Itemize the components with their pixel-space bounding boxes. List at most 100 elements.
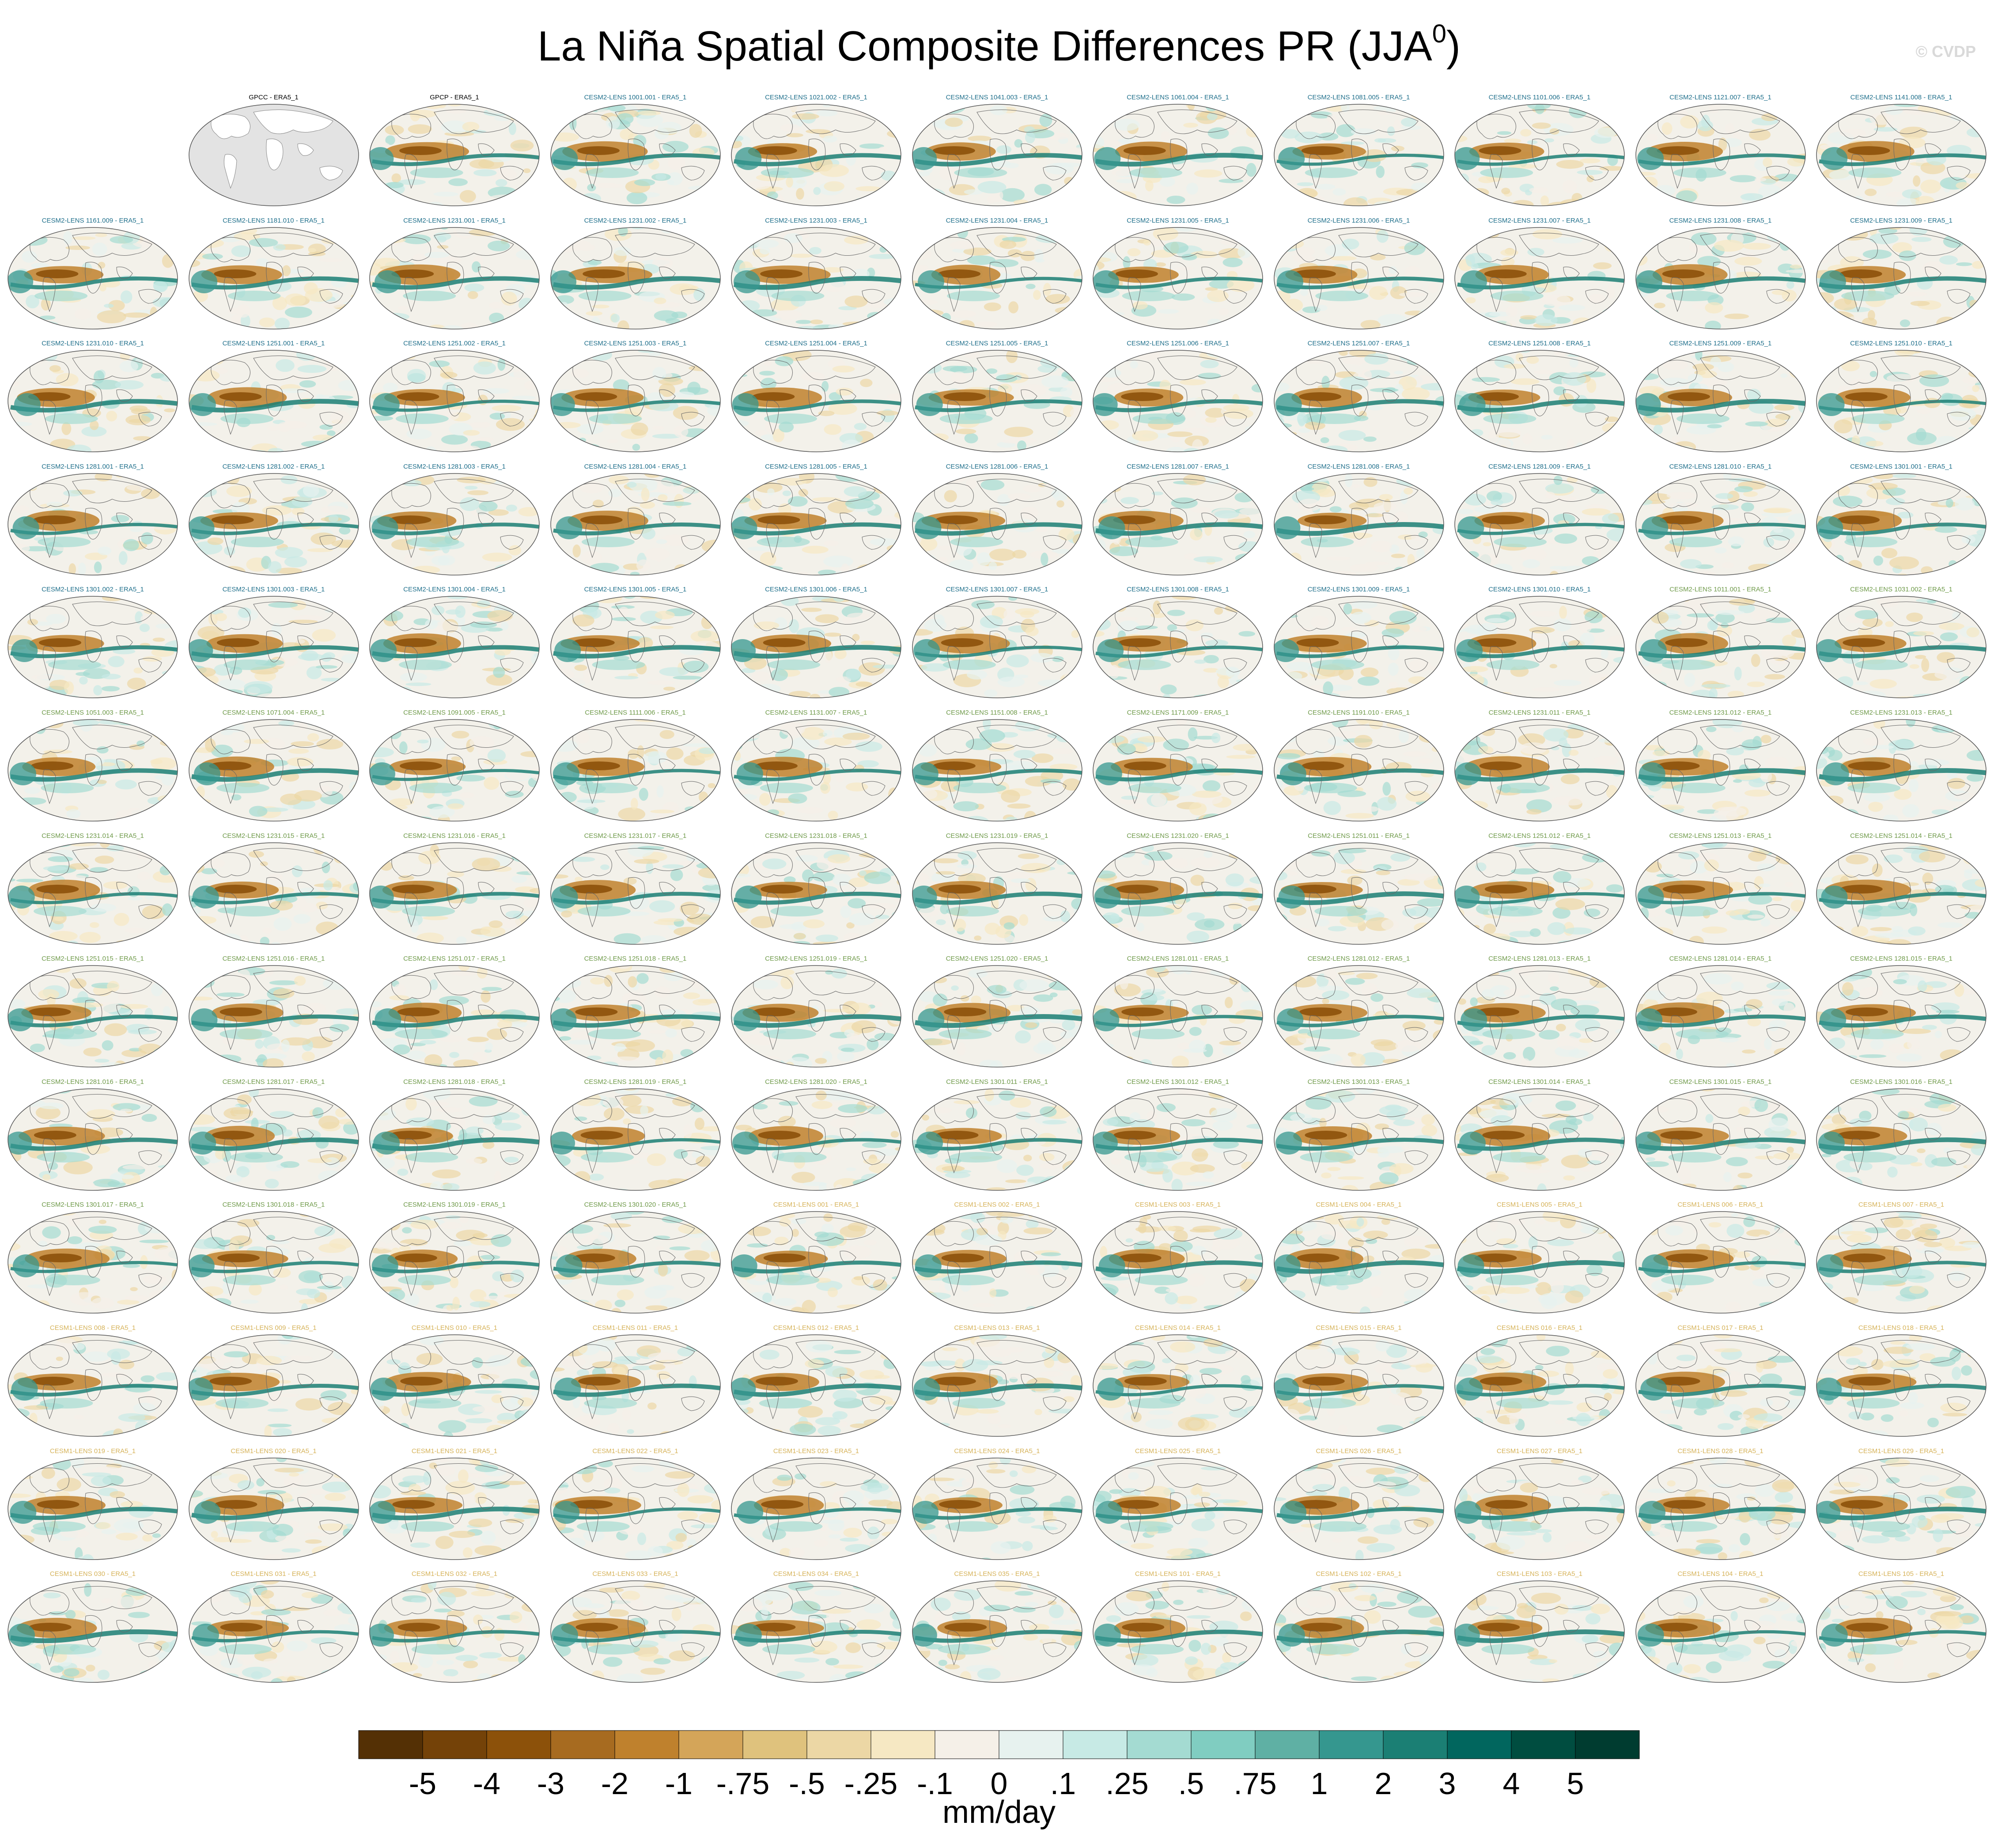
panel-label: CESM2-LENS 1251.017 - ERA5_1 bbox=[403, 955, 506, 963]
map-panel: CESM2-LENS 1301.005 - ERA5_1 bbox=[549, 586, 722, 702]
map-panel: CESM2-LENS 1281.006 - ERA5_1 bbox=[911, 463, 1084, 579]
panel-label: CESM1-LENS 010 - ERA5_1 bbox=[411, 1324, 498, 1332]
map-svg bbox=[1093, 104, 1263, 206]
map-svg bbox=[1093, 842, 1263, 945]
panel-label: CESM2-LENS 1281.003 - ERA5_1 bbox=[403, 462, 506, 470]
panel-label: CESM2-LENS 1301.011 - ERA5_1 bbox=[946, 1078, 1048, 1086]
map-svg bbox=[550, 842, 721, 945]
colorbar-tick-label: .1 bbox=[1050, 1766, 1076, 1801]
panel-label: CESM2-LENS 1281.010 - ERA5_1 bbox=[1669, 462, 1772, 470]
map-svg bbox=[1635, 1334, 1806, 1437]
map-svg bbox=[188, 104, 359, 206]
panel-label: CESM2-LENS 1251.020 - ERA5_1 bbox=[946, 955, 1048, 963]
map-svg bbox=[1454, 719, 1625, 822]
panel-label: CESM2-LENS 1091.005 - ERA5_1 bbox=[403, 709, 506, 716]
panel-label: CESM1-LENS 103 - ERA5_1 bbox=[1496, 1570, 1583, 1578]
map-panel: CESM2-LENS 1231.012 - ERA5_1 bbox=[1634, 709, 1807, 826]
map-panel: CESM1-LENS 014 - ERA5_1 bbox=[1091, 1324, 1264, 1441]
panel-label: CESM2-LENS 1251.005 - ERA5_1 bbox=[946, 340, 1048, 348]
map-svg bbox=[1273, 719, 1444, 822]
panel-label: CESM2-LENS 1231.002 - ERA5_1 bbox=[584, 216, 687, 224]
map-panel: CESM1-LENS 024 - ERA5_1 bbox=[911, 1447, 1084, 1564]
map-panel: CESM2-LENS 1281.011 - ERA5_1 bbox=[1091, 955, 1264, 1072]
panel-label: CESM2-LENS 1301.008 - ERA5_1 bbox=[1127, 586, 1229, 594]
panel-label: CESM2-LENS 1251.002 - ERA5_1 bbox=[403, 340, 506, 348]
map-svg bbox=[1454, 965, 1625, 1068]
map-panel: CESM2-LENS 1301.006 - ERA5_1 bbox=[730, 586, 903, 702]
map-svg bbox=[912, 1334, 1082, 1437]
map-svg bbox=[1273, 1334, 1444, 1437]
map-svg bbox=[8, 596, 178, 699]
map-svg bbox=[550, 104, 721, 206]
map-panel: CESM2-LENS 1011.001 - ERA5_1 bbox=[1634, 586, 1807, 702]
panel-label: CESM2-LENS 1281.001 - ERA5_1 bbox=[42, 462, 144, 470]
panel-label: GPCC - ERA5_1 bbox=[249, 94, 299, 101]
panel-label: CESM2-LENS 1301.014 - ERA5_1 bbox=[1488, 1078, 1591, 1086]
map-panel: CESM2-LENS 1231.001 - ERA5_1 bbox=[368, 217, 541, 333]
map-panel: CESM2-LENS 1231.017 - ERA5_1 bbox=[549, 832, 722, 949]
panel-label: CESM2-LENS 1251.012 - ERA5_1 bbox=[1488, 832, 1591, 840]
panel-label: CESM1-LENS 016 - ERA5_1 bbox=[1496, 1324, 1583, 1332]
map-panel: CESM2-LENS 1231.002 - ERA5_1 bbox=[549, 217, 722, 333]
map-panel: CESM2-LENS 1281.014 - ERA5_1 bbox=[1634, 955, 1807, 1072]
panel-label: CESM2-LENS 1281.019 - ERA5_1 bbox=[584, 1078, 687, 1086]
map-panel: CESM2-LENS 1301.011 - ERA5_1 bbox=[911, 1078, 1084, 1195]
map-panel: CESM2-LENS 1251.003 - ERA5_1 bbox=[549, 340, 722, 456]
map-svg bbox=[731, 1580, 901, 1683]
panel-label: CESM2-LENS 1301.001 - ERA5_1 bbox=[1850, 462, 1953, 470]
map-panel: CESM2-LENS 1091.005 - ERA5_1 bbox=[368, 709, 541, 826]
map-svg bbox=[731, 842, 901, 945]
panel-label: CESM2-LENS 1301.003 - ERA5_1 bbox=[222, 586, 325, 594]
panel-label: CESM1-LENS 001 - ERA5_1 bbox=[773, 1201, 859, 1209]
colorbar-tick-label: 5 bbox=[1567, 1766, 1584, 1801]
colorbar-tick-label: -.5 bbox=[789, 1766, 825, 1801]
map-svg bbox=[1454, 1088, 1625, 1191]
map-panel: CESM1-LENS 104 - ERA5_1 bbox=[1634, 1570, 1807, 1687]
map-panel: CESM1-LENS 101 - ERA5_1 bbox=[1091, 1570, 1264, 1687]
map-panel: CESM1-LENS 009 - ERA5_1 bbox=[187, 1324, 360, 1441]
map-panel: CESM1-LENS 023 - ERA5_1 bbox=[730, 1447, 903, 1564]
colorbar-tick-label: -5 bbox=[409, 1766, 436, 1801]
panel-label: CESM2-LENS 1251.011 - ERA5_1 bbox=[1308, 832, 1410, 840]
map-panel: CESM2-LENS 1161.009 - ERA5_1 bbox=[6, 217, 179, 333]
panel-label: CESM2-LENS 1301.005 - ERA5_1 bbox=[584, 586, 687, 594]
panel-label: CESM2-LENS 1251.010 - ERA5_1 bbox=[1850, 340, 1953, 348]
map-svg bbox=[8, 350, 178, 452]
panel-label: CESM2-LENS 1251.018 - ERA5_1 bbox=[584, 955, 687, 963]
colorbar-tick-label: 0 bbox=[991, 1766, 1008, 1801]
map-svg bbox=[369, 596, 540, 699]
map-panel: CESM2-LENS 1131.007 - ERA5_1 bbox=[730, 709, 903, 826]
colorbar-swatch bbox=[614, 1730, 679, 1759]
map-svg bbox=[1093, 596, 1263, 699]
map-panel: CESM2-LENS 1281.015 - ERA5_1 bbox=[1815, 955, 1988, 1072]
map-svg bbox=[912, 350, 1082, 452]
map-panel: CESM2-LENS 1021.002 - ERA5_1 bbox=[730, 94, 903, 210]
map-svg bbox=[8, 473, 178, 576]
map-panel: CESM2-LENS 1061.004 - ERA5_1 bbox=[1091, 94, 1264, 210]
colorbar-swatch bbox=[678, 1730, 743, 1759]
map-svg bbox=[1635, 104, 1806, 206]
map-svg bbox=[1635, 1211, 1806, 1314]
map-svg bbox=[8, 1088, 178, 1191]
map-panel: CESM2-LENS 1281.008 - ERA5_1 bbox=[1272, 463, 1446, 579]
panel-label: CESM2-LENS 1301.019 - ERA5_1 bbox=[403, 1201, 506, 1209]
map-panel: CESM2-LENS 1171.009 - ERA5_1 bbox=[1091, 709, 1264, 826]
map-svg bbox=[1635, 719, 1806, 822]
map-panel: CESM1-LENS 011 - ERA5_1 bbox=[549, 1324, 722, 1441]
map-svg bbox=[188, 350, 359, 452]
panel-label: CESM2-LENS 1281.006 - ERA5_1 bbox=[946, 462, 1048, 470]
map-panel: CESM2-LENS 1251.018 - ERA5_1 bbox=[549, 955, 722, 1072]
map-svg bbox=[912, 104, 1082, 206]
colorbar-tick-label: -.75 bbox=[716, 1766, 770, 1801]
colorbar-swatch bbox=[1319, 1730, 1384, 1759]
map-svg bbox=[1635, 227, 1806, 329]
colorbar-tick-label: -.25 bbox=[844, 1766, 898, 1801]
map-svg bbox=[1273, 1457, 1444, 1560]
panel-label: CESM2-LENS 1301.017 - ERA5_1 bbox=[42, 1201, 144, 1209]
panel-label: CESM2-LENS 1061.004 - ERA5_1 bbox=[1127, 94, 1229, 101]
map-svg bbox=[731, 1088, 901, 1191]
panel-label: CESM1-LENS 013 - ERA5_1 bbox=[954, 1324, 1040, 1332]
map-svg bbox=[369, 104, 540, 206]
